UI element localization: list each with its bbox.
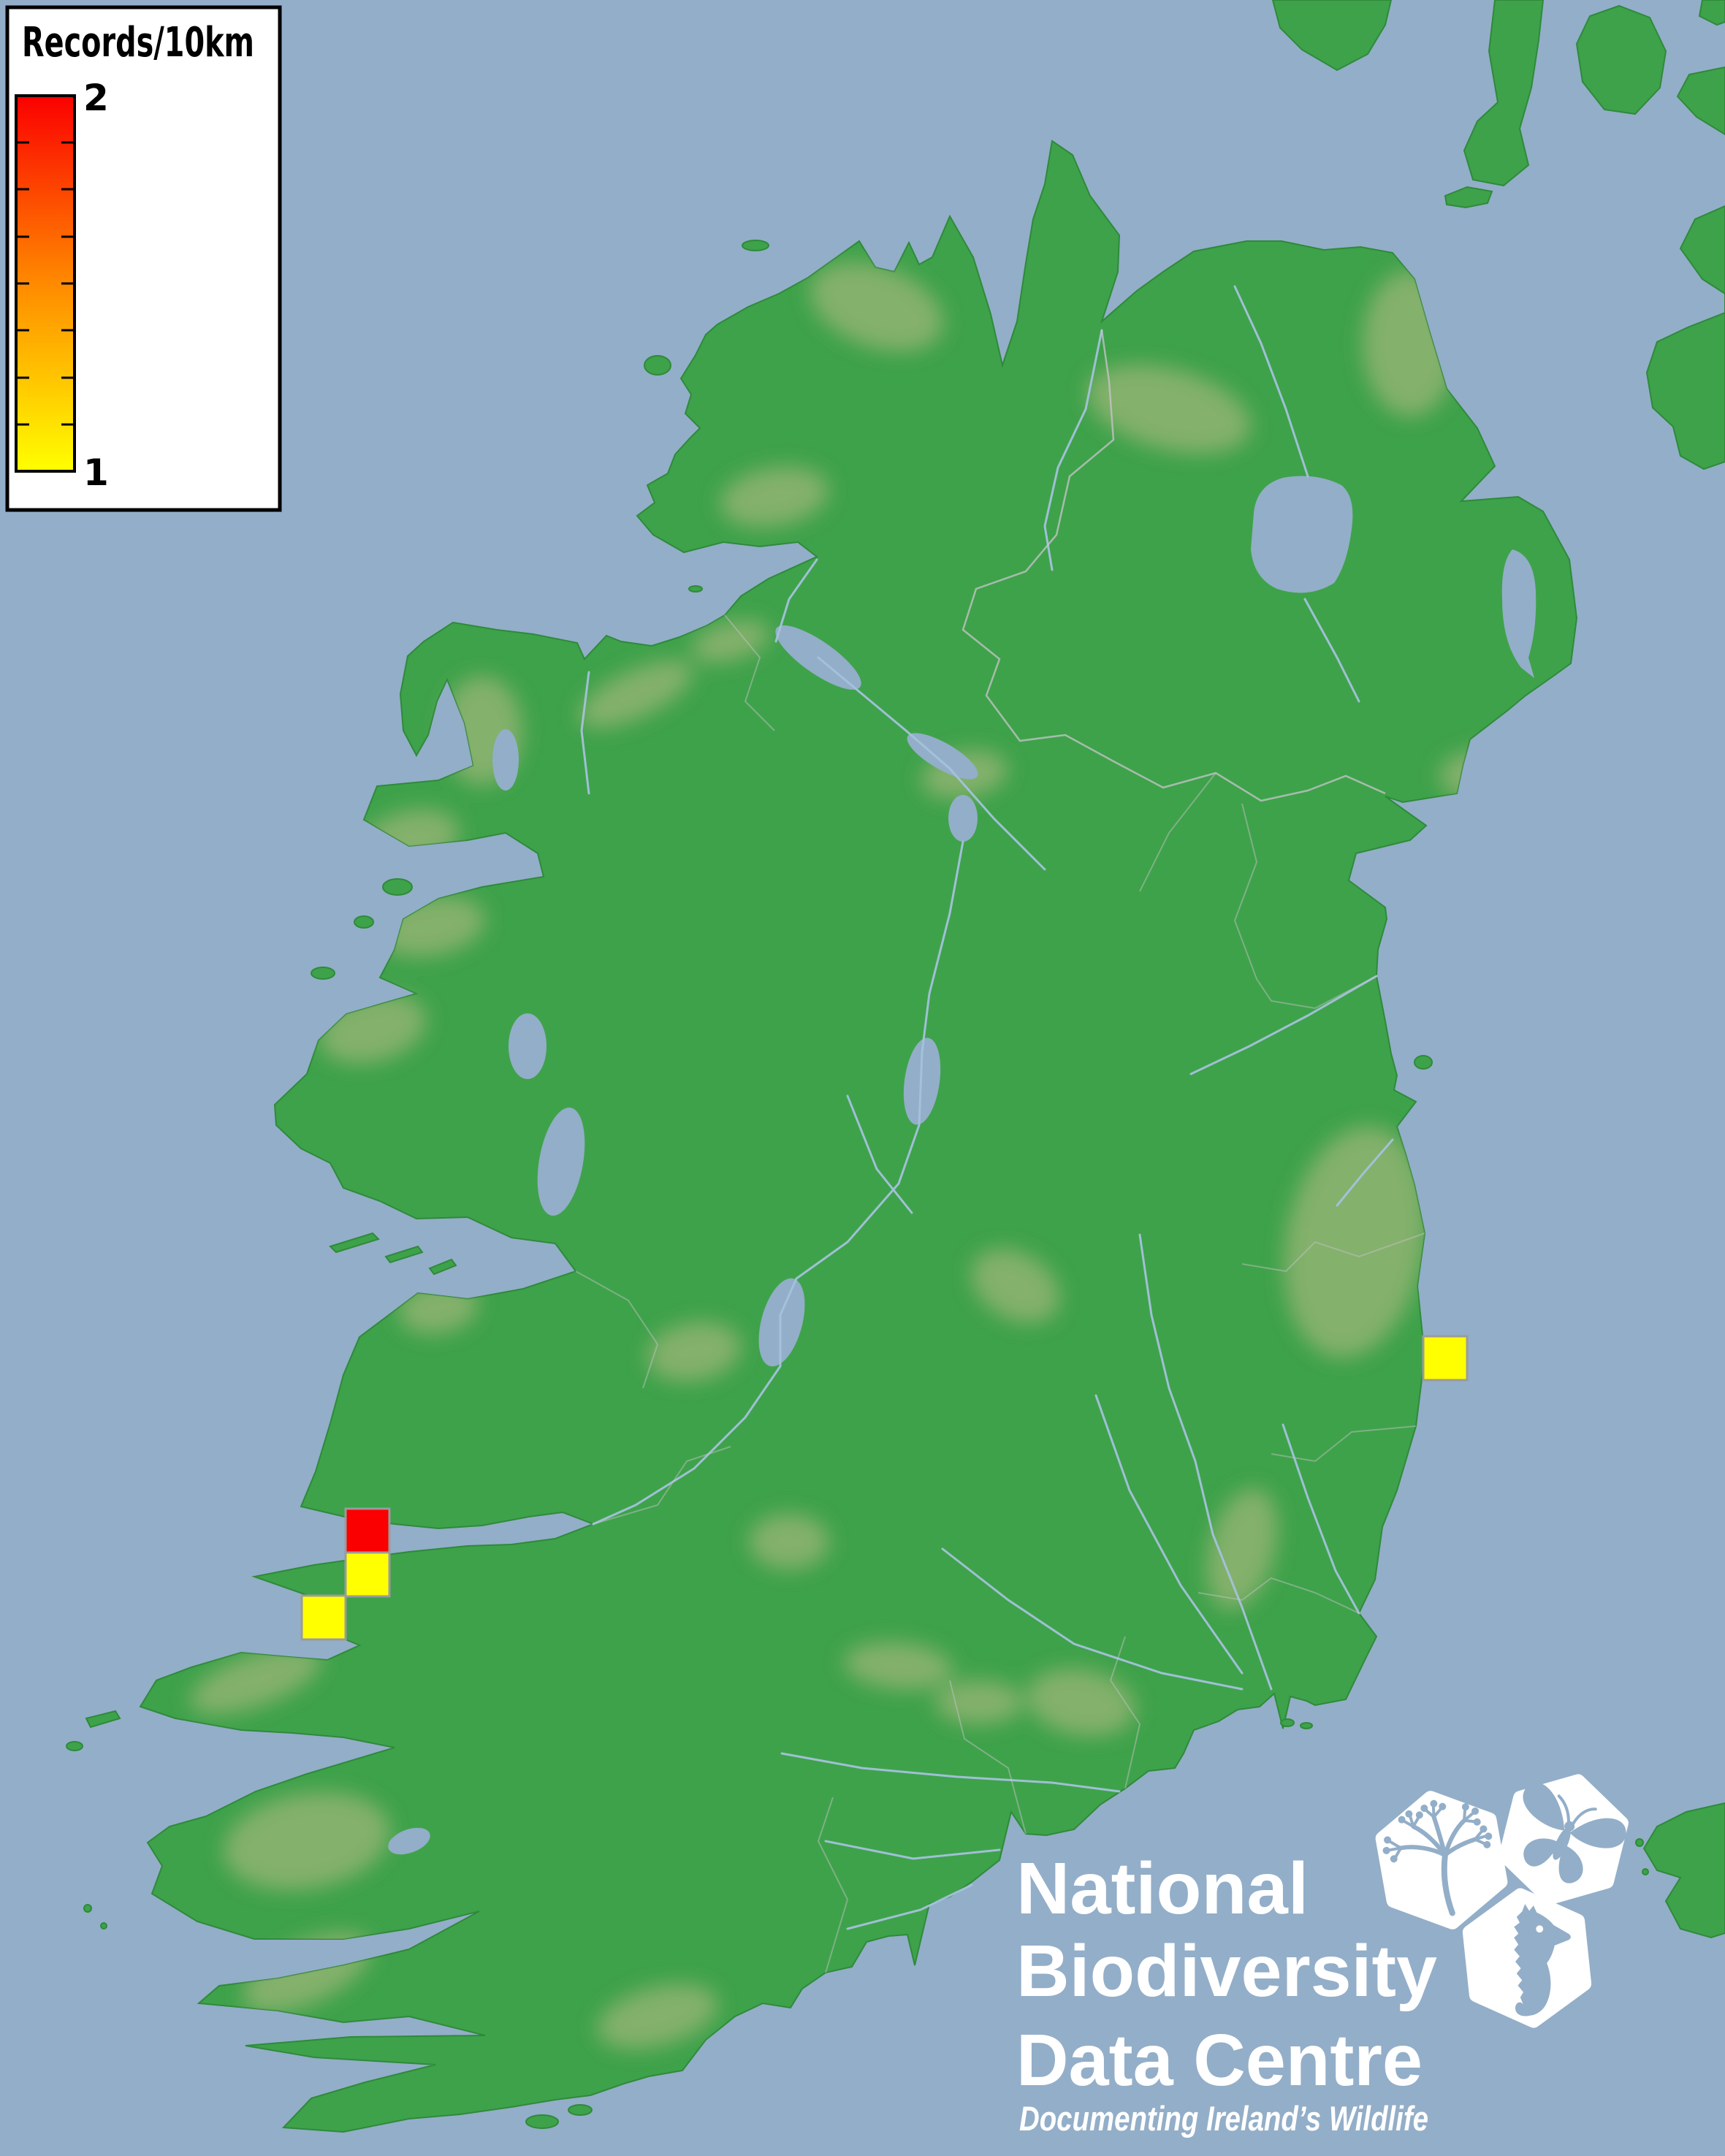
river-moy — [580, 671, 590, 795]
rivers — [580, 285, 1394, 1930]
river-bandon — [846, 1883, 973, 1930]
logo-line-2: Biodiversity — [1016, 1930, 1437, 2012]
logo-line-1: National — [1016, 1848, 1309, 1930]
river-nore — [1094, 1394, 1244, 1675]
river-blackwater — [780, 1752, 1121, 1793]
aran-island — [384, 1245, 424, 1264]
scotland-coast — [1271, 0, 1725, 471]
county-boundaries — [575, 330, 1425, 1973]
record-cell — [344, 1551, 391, 1598]
saltee-island — [1280, 1718, 1295, 1727]
butterfly-icon — [1523, 1782, 1626, 1883]
galloway-coast — [1645, 205, 1725, 471]
river-bann — [1233, 285, 1309, 478]
saltee-island — [1300, 1722, 1313, 1729]
logo-tagline: Documenting Ireland’s Wildlife — [1019, 2099, 1428, 2138]
lough-neagh — [1251, 476, 1353, 593]
welsh-islet — [1642, 1868, 1649, 1875]
river-barrow — [1138, 1233, 1273, 1691]
river-boyne — [1189, 975, 1378, 1075]
legend-max-label: 2 — [83, 77, 109, 119]
legend-min-label: 1 — [83, 452, 109, 494]
lough-mask — [509, 1013, 547, 1079]
record-cell — [300, 1594, 347, 1641]
plant-sprig-icon — [1382, 1799, 1493, 1916]
clare-island — [382, 878, 413, 896]
lough-conn — [492, 729, 519, 791]
nbdc-logo: National Biodiversity Data Centre Docume… — [1016, 1774, 1629, 2138]
tory-island — [742, 240, 769, 251]
islands — [66, 186, 1493, 2129]
record-cells — [300, 1335, 1469, 1641]
aran-island — [428, 1258, 457, 1276]
river-slaney — [1282, 1423, 1360, 1615]
wales-coast — [1635, 1802, 1725, 1939]
river-erne — [817, 656, 1046, 871]
kintyre-peninsula — [1463, 0, 1545, 187]
lambay-island — [1414, 1055, 1433, 1070]
upper-lough-erne — [907, 733, 978, 780]
skellig-island — [83, 1904, 92, 1913]
lough-derg — [758, 1278, 805, 1367]
sherkin-island — [568, 2104, 593, 2116]
ireland-landmass — [139, 140, 1578, 2133]
clear-island — [525, 2114, 559, 2129]
logo-line-3: Data Centre — [1016, 2019, 1423, 2101]
relief-shading — [189, 262, 1530, 2049]
inishturk-island — [354, 915, 374, 929]
river-erne-outlet — [774, 558, 818, 643]
scottish-mainland-ne — [1698, 0, 1725, 26]
arranmore-island — [644, 355, 671, 376]
inishmurray-island — [688, 585, 703, 593]
record-cell — [344, 1507, 391, 1554]
river-liffey — [1336, 1138, 1394, 1207]
river-foyle — [1043, 329, 1103, 571]
rathlin-island — [1444, 186, 1493, 209]
seahorse-icon — [1514, 1904, 1571, 2016]
blasket-island — [85, 1710, 121, 1729]
skellig-island — [100, 1922, 107, 1930]
scottish-mainland-e — [1676, 66, 1725, 136]
lough-allen — [948, 795, 978, 842]
river-suck — [846, 1094, 913, 1214]
river-lee — [824, 1840, 1001, 1860]
record-cell — [1422, 1335, 1469, 1382]
river-shannon — [592, 840, 964, 1525]
blasket-island — [66, 1741, 83, 1751]
welsh-islet — [1635, 1838, 1644, 1847]
aran-island — [329, 1232, 380, 1254]
killarney-lakes — [388, 1827, 430, 1855]
legend-ticks — [16, 141, 75, 426]
arran-island — [1575, 4, 1667, 115]
hexagon-butterfly — [1499, 1774, 1629, 1905]
wales-landmass — [1642, 1802, 1725, 1939]
river-upper-bann — [1303, 598, 1360, 703]
inishbofin-island — [311, 967, 335, 980]
lough-corrib — [537, 1107, 585, 1216]
strangford-lough — [1501, 549, 1536, 678]
islay-landmass — [1271, 0, 1393, 72]
legend-title: Records/10km — [22, 19, 254, 66]
hexagon-plant — [1375, 1791, 1508, 1930]
ni-border — [961, 330, 1386, 802]
lough-ree — [903, 1037, 941, 1125]
legend: Records/10km 2 1 — [5, 5, 282, 512]
hexagon-seahorse — [1462, 1888, 1592, 2028]
river-suir — [941, 1547, 1244, 1691]
